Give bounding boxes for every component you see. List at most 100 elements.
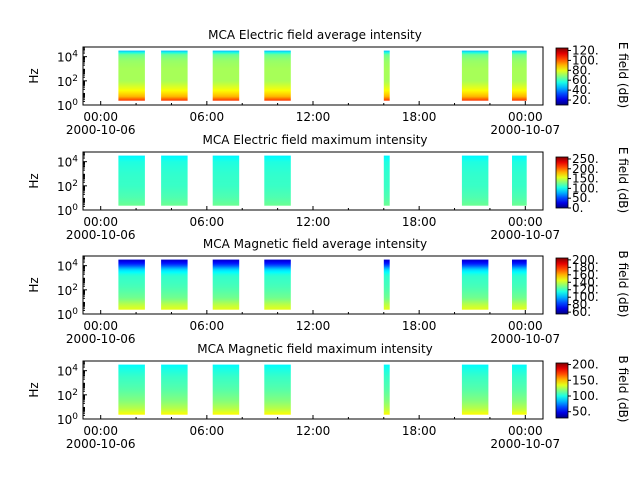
x-tick-label: 12:00	[296, 424, 331, 438]
y-tick-label: 104	[57, 155, 78, 170]
panel-title: MCA Magnetic field maximum intensity	[197, 342, 433, 356]
panel-1: MCA Electric field average intensity 100 1…	[27, 28, 630, 137]
x-tick-label: 00:00	[508, 110, 543, 124]
spectrogram-pass	[161, 259, 188, 310]
spectrogram-pass	[212, 50, 240, 101]
x-tick-label: 00:00	[508, 319, 543, 333]
spectrogram-pass	[461, 364, 489, 415]
x-tick-label: 12:00	[296, 110, 331, 124]
spectrogram-pass	[161, 155, 188, 206]
spectrogram-pass	[383, 259, 390, 310]
x-tick-label: 00:00	[83, 319, 118, 333]
x-tick-label: 06:00	[190, 424, 225, 438]
y-tick-label: 102	[57, 74, 78, 89]
colorbar-tick-label: 150.	[572, 373, 599, 387]
y-tick-label: 102	[57, 388, 78, 403]
colorbar-label: B field (dB)	[616, 251, 630, 318]
colorbar-tick-label: 100.	[572, 181, 599, 195]
spectrogram-pass	[383, 50, 390, 101]
colorbar-tick-label: 100.	[572, 389, 599, 403]
y-axis-label: Hz	[27, 68, 41, 83]
colorbar-tick-label: 200.	[572, 162, 599, 176]
y-tick-label: 104	[57, 50, 78, 65]
colorbar-label: E field (dB)	[616, 147, 630, 213]
spectrogram-pass	[118, 50, 145, 101]
y-tick-label: 100	[57, 412, 78, 427]
x-tick-label: 18:00	[402, 215, 437, 229]
spectrogram-pass	[212, 259, 240, 310]
y-tick-label: 100	[57, 98, 78, 113]
x-date-label: 2000-10-06	[66, 123, 136, 137]
spectrogram-pass	[161, 364, 188, 415]
y-axis-label: Hz	[27, 382, 41, 397]
colorbar-tick-label: 80.	[572, 63, 591, 77]
colorbar-tick-label: 120.	[572, 283, 599, 297]
colorbar-tick-label: 50.	[572, 191, 591, 205]
y-tick-label: 104	[57, 364, 78, 379]
spectrogram-pass	[118, 155, 145, 206]
panel-title: MCA Magnetic field average intensity	[203, 237, 427, 251]
spectrogram-pass	[383, 364, 390, 415]
x-tick-label: 18:00	[402, 319, 437, 333]
x-tick-label: 00:00	[83, 424, 118, 438]
panel-title: MCA Electric field average intensity	[208, 28, 422, 42]
x-tick-label: 06:00	[190, 110, 225, 124]
spectrogram-pass	[512, 155, 527, 206]
colorbar-tick-label: 140.	[572, 275, 599, 289]
colorbar-tick-label: 60.	[572, 305, 591, 319]
colorbar	[555, 257, 569, 315]
spectrogram-pass	[383, 155, 390, 206]
spectrogram-pass	[512, 50, 527, 101]
spectrogram-pass	[461, 155, 489, 206]
colorbar-tick-label: 120.	[572, 43, 599, 57]
spectrogram-pass	[264, 259, 291, 310]
colorbar-tick-label: 40.	[572, 83, 591, 97]
y-axis-label: Hz	[27, 173, 41, 188]
colorbar-tick-label: 100.	[572, 290, 599, 304]
colorbar-tick-label: 180.	[572, 260, 599, 274]
colorbar-tick-label: 80.	[572, 298, 591, 312]
colorbar	[555, 156, 569, 209]
x-tick-label: 18:00	[402, 110, 437, 124]
y-axis-label: Hz	[27, 277, 41, 292]
y-tick-label: 102	[57, 283, 78, 298]
spectrogram-pass	[461, 259, 489, 310]
spectrogram-pass	[118, 364, 145, 415]
x-date-label: 2000-10-06	[66, 437, 136, 451]
x-tick-label: 00:00	[508, 215, 543, 229]
x-date-label: 2000-10-07	[490, 437, 560, 451]
x-date-label: 2000-10-07	[490, 332, 560, 346]
x-tick-label: 06:00	[190, 319, 225, 333]
colorbar-tick-label: 50.	[572, 405, 591, 419]
x-tick-label: 00:00	[83, 110, 118, 124]
spectrogram-pass	[264, 364, 291, 415]
y-tick-label: 102	[57, 179, 78, 194]
colorbar-label: B field (dB)	[616, 356, 630, 423]
panel-title: MCA Electric field maximum intensity	[202, 133, 427, 147]
colorbar-tick-label: 60.	[572, 73, 591, 87]
x-tick-label: 18:00	[402, 424, 437, 438]
spectrogram-pass	[264, 155, 291, 206]
spectrogram-pass	[118, 259, 145, 310]
spectrogram-pass	[161, 50, 188, 101]
x-date-label: 2000-10-07	[490, 228, 560, 242]
spectrogram-pass	[212, 364, 240, 415]
spectrogram-pass	[461, 50, 489, 101]
spectrogram-pass	[264, 50, 291, 101]
x-tick-label: 06:00	[190, 215, 225, 229]
spectrogram-pass	[512, 364, 527, 415]
colorbar-tick-label: 20.	[572, 93, 591, 107]
y-tick-label: 100	[57, 203, 78, 218]
colorbar-tick-label: 150.	[572, 172, 599, 186]
colorbar-tick-label: 0.	[572, 201, 583, 215]
x-tick-label: 00:00	[508, 424, 543, 438]
x-tick-label: 00:00	[83, 215, 118, 229]
spectrogram-pass	[512, 259, 527, 310]
colorbar	[555, 47, 569, 106]
colorbar-tick-label: 160.	[572, 268, 599, 282]
spectrogram-pass	[212, 155, 240, 206]
colorbar-label: E field (dB)	[616, 42, 630, 108]
panel-4: MCA Magnetic field maximum intensity 100 1…	[27, 342, 630, 451]
colorbar-tick-label: 100.	[572, 53, 599, 67]
